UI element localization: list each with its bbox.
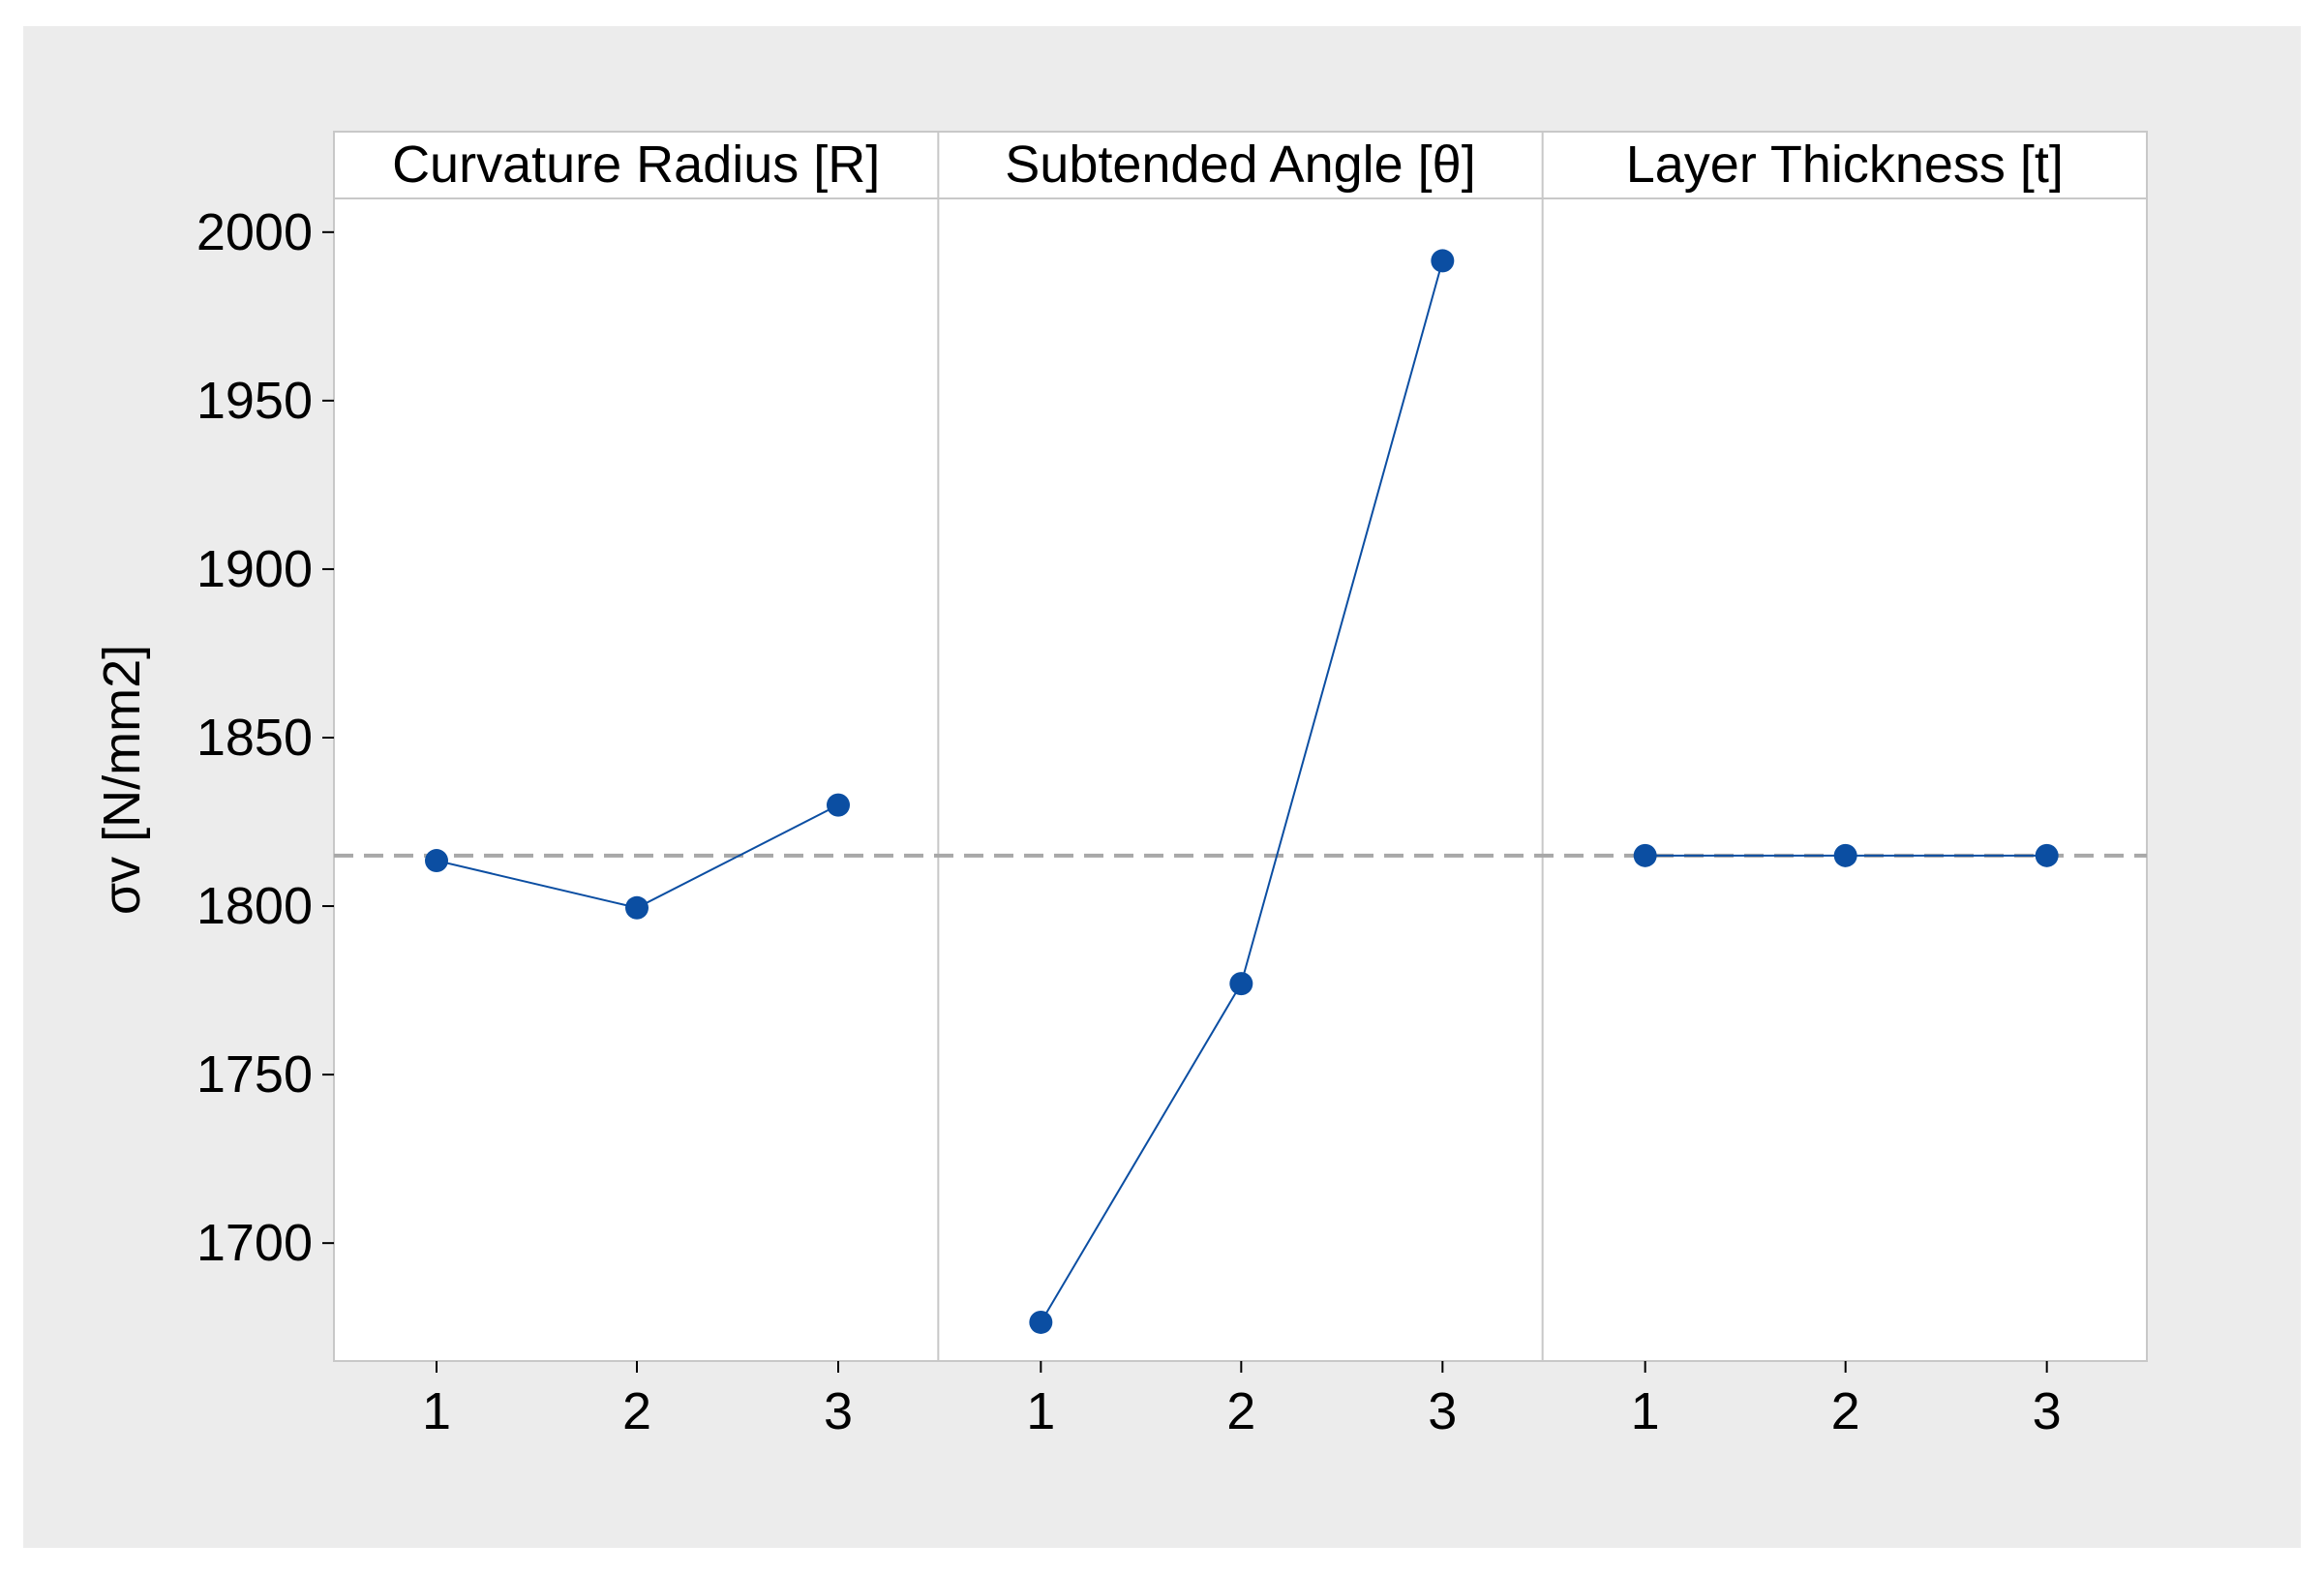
y-tick-label: 1850 — [196, 709, 313, 767]
y-tick-label: 1900 — [196, 540, 313, 598]
data-point — [1833, 843, 1857, 867]
x-tick-label: 3 — [824, 1382, 853, 1440]
y-tick-label: 1700 — [196, 1214, 313, 1272]
y-tick-label: 1800 — [196, 877, 313, 935]
x-tick-label: 3 — [1428, 1382, 1457, 1440]
x-tick-label: 2 — [1831, 1382, 1860, 1440]
x-tick-label: 3 — [2033, 1382, 2062, 1440]
data-point — [1633, 843, 1657, 867]
data-point — [1229, 972, 1253, 996]
x-tick-label: 1 — [1026, 1382, 1055, 1440]
x-tick-label: 2 — [622, 1382, 651, 1440]
plot-area — [333, 131, 2148, 1362]
y-axis-label: σv [N/mm2] — [93, 645, 151, 915]
x-tick-label: 2 — [1226, 1382, 1255, 1440]
data-point — [1431, 249, 1455, 273]
panel-title: Layer Thickness [t] — [1626, 136, 2064, 194]
data-point — [625, 895, 649, 920]
data-point — [1029, 1310, 1053, 1334]
y-tick-label: 2000 — [196, 203, 313, 261]
main-effects-chart: σv [N/mm2] 1700 1750 1800 1850 1900 1950 2000 C… — [93, 131, 2148, 1440]
y-tick-label: 1750 — [196, 1045, 313, 1104]
y-tick-label: 1950 — [196, 372, 313, 430]
data-point — [425, 849, 448, 873]
x-tick-label: 1 — [1631, 1382, 1660, 1440]
panel-title: Curvature Radius [R] — [392, 136, 880, 194]
x-tick-label: 1 — [422, 1382, 451, 1440]
data-point — [827, 793, 850, 817]
data-point — [2035, 843, 2059, 867]
figure-frame: σv [N/mm2] 1700 1750 1800 1850 1900 1950 2000 C… — [23, 26, 2301, 1548]
panel-title: Subtended Angle [θ] — [1005, 136, 1475, 194]
